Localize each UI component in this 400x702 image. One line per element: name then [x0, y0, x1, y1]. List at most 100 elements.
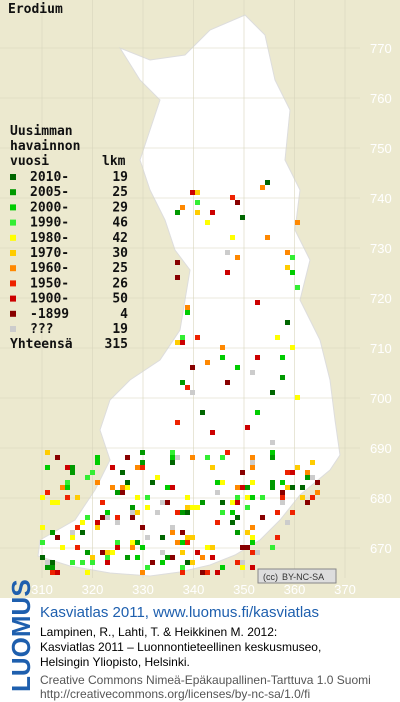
- record-square: [290, 485, 295, 490]
- record-square: [285, 470, 290, 475]
- record-square: [285, 265, 290, 270]
- record-square: [180, 530, 185, 535]
- record-square: [115, 490, 120, 495]
- record-square: [195, 190, 200, 195]
- record-square: [250, 465, 255, 470]
- record-square: [220, 500, 225, 505]
- record-square: [285, 250, 290, 255]
- record-square: [165, 500, 170, 505]
- record-square: [205, 220, 210, 225]
- record-square: [105, 550, 110, 555]
- atlas-link[interactable]: Kasviatlas 2011, www.luomus.fi/kasviatla…: [40, 604, 319, 621]
- easting-label: 340: [183, 582, 205, 597]
- record-square: [190, 190, 195, 195]
- record-square: [155, 475, 160, 480]
- record-square: [190, 560, 195, 565]
- record-square: [290, 270, 295, 275]
- record-square: [175, 455, 180, 460]
- record-square: [170, 455, 175, 460]
- record-square: [245, 545, 250, 550]
- record-square: [75, 545, 80, 550]
- record-square: [290, 470, 295, 475]
- record-square: [250, 550, 255, 555]
- legend-label: 1900-: [30, 292, 69, 307]
- record-square: [40, 540, 45, 545]
- record-square: [250, 525, 255, 530]
- record-square: [235, 500, 240, 505]
- legend-count: 19: [112, 322, 128, 337]
- legend-label: 1950-: [30, 276, 69, 291]
- record-square: [55, 455, 60, 460]
- record-square: [175, 275, 180, 280]
- record-square: [245, 495, 250, 500]
- record-square: [245, 530, 250, 535]
- northing-label: 770: [370, 41, 392, 56]
- record-square: [260, 515, 265, 520]
- record-square: [100, 500, 105, 505]
- record-square: [300, 495, 305, 500]
- record-square: [285, 485, 290, 490]
- record-square: [255, 550, 260, 555]
- record-square: [195, 505, 200, 510]
- record-square: [220, 510, 225, 515]
- record-square: [270, 455, 275, 460]
- cc-badge-text: BY-NC-SA: [282, 572, 324, 582]
- legend-count: 50: [112, 292, 128, 307]
- record-square: [180, 565, 185, 570]
- record-square: [45, 450, 50, 455]
- legend-count: 30: [112, 246, 128, 261]
- legend-total: 315: [105, 337, 128, 352]
- record-square: [180, 380, 185, 385]
- northing-label: 690: [370, 441, 392, 456]
- easting-label: 310: [31, 582, 53, 597]
- license-line: Creative Commons Nimeä-Epäkaupallinen-Ta…: [40, 673, 371, 687]
- legend-swatch: [10, 234, 16, 241]
- record-square: [255, 300, 260, 305]
- record-square: [85, 550, 90, 555]
- record-square: [170, 555, 175, 560]
- record-square: [310, 460, 315, 465]
- record-square: [240, 565, 245, 570]
- record-square: [55, 570, 60, 575]
- record-square: [80, 530, 85, 535]
- record-square: [70, 465, 75, 470]
- record-square: [180, 335, 185, 340]
- legend-count: 26: [112, 276, 128, 291]
- legend-count: 42: [112, 231, 128, 246]
- record-square: [280, 490, 285, 495]
- record-square: [250, 480, 255, 485]
- legend-heading: havainnon: [10, 139, 80, 154]
- record-square: [295, 220, 300, 225]
- record-square: [175, 340, 180, 345]
- record-square: [210, 210, 215, 215]
- record-square: [90, 470, 95, 475]
- northing-label: 720: [370, 291, 392, 306]
- legend-label: 1960-: [30, 261, 69, 276]
- record-square: [240, 215, 245, 220]
- record-square: [110, 550, 115, 555]
- record-square: [55, 535, 60, 540]
- record-square: [275, 510, 280, 515]
- legend-count: 46: [112, 216, 128, 231]
- record-square: [315, 490, 320, 495]
- record-square: [45, 565, 50, 570]
- record-square: [170, 485, 175, 490]
- record-square: [160, 500, 165, 505]
- record-square: [170, 460, 175, 465]
- record-square: [175, 540, 180, 545]
- record-square: [70, 560, 75, 565]
- record-square: [160, 550, 165, 555]
- legend-count: 25: [112, 261, 128, 276]
- record-square: [160, 535, 165, 540]
- record-square: [40, 555, 45, 560]
- record-square: [130, 505, 135, 510]
- record-square: [290, 345, 295, 350]
- record-square: [260, 495, 265, 500]
- record-square: [175, 420, 180, 425]
- map-title: Erodium: [8, 2, 63, 17]
- record-square: [190, 455, 195, 460]
- record-square: [285, 520, 290, 525]
- record-square: [215, 520, 220, 525]
